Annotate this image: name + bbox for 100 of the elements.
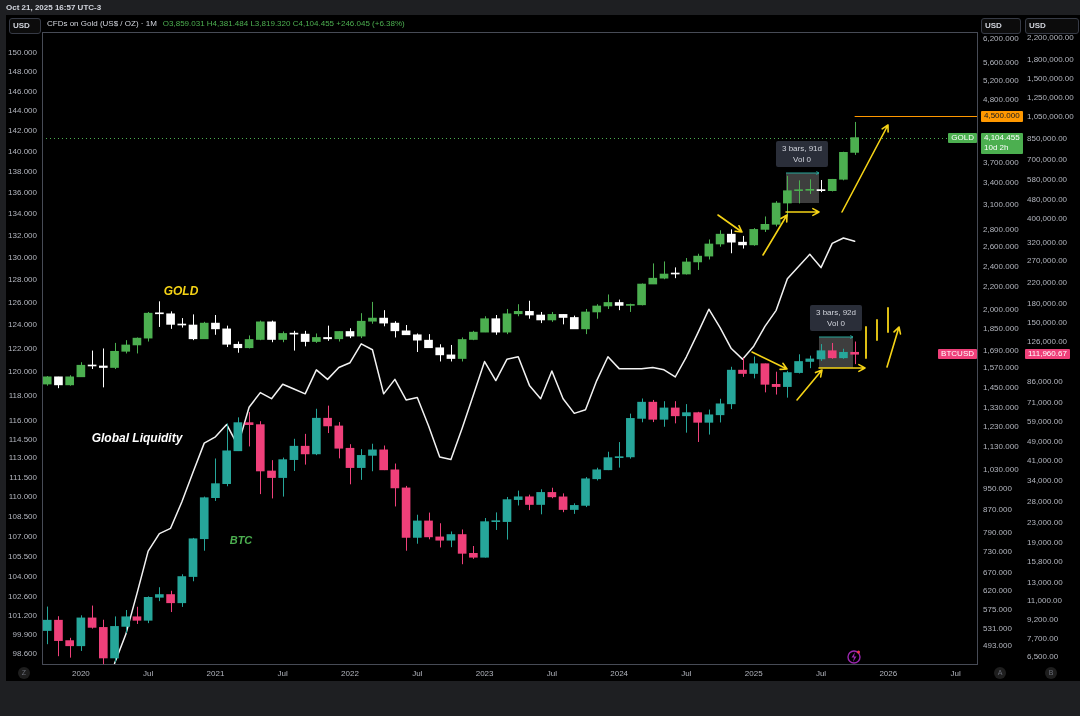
ref-line-label: 4,500.000 [981,110,1023,122]
candlestick [356,312,366,339]
text: O3,859.031 H4,381.484 L3,819.320 C4,104.455 +246.045 (+6.38%) [162,19,405,28]
series-label: GOLD [163,284,199,298]
y-tick-label: 144.000 [8,106,38,116]
candlestick [87,605,97,630]
candlestick [704,409,714,436]
y-tick-label: 6,200.000 [983,33,1020,43]
y-tick-label: 49,000.00 [1027,437,1064,447]
candlestick [188,313,198,341]
candlestick [121,609,131,634]
y-tick-label: 220,000.00 [1027,277,1068,287]
y-tick-label: 1,800,000.00 [1027,54,1075,64]
y-tick-label: 7,700.00 [1027,633,1059,643]
candlestick [155,300,164,328]
y-tick-label: 320,000.00 [1027,237,1068,247]
y-tick-label: 28,000.00 [1027,496,1064,506]
candlestick [42,606,52,645]
candlestick [670,400,680,424]
y-tick-label: 1,690.000 [983,345,1020,355]
candlestick [783,370,792,399]
x-tick-label: Jul [277,669,289,678]
series-label: BTC [229,534,253,546]
x-tick-label: Jul [412,669,423,678]
y-tick-label: 142.000 [8,126,38,136]
y-tick-label: 102.600 [8,591,38,601]
y-tick-label: 620.000 [983,586,1013,596]
y-tick-label: 850,000.00 [1027,134,1068,144]
y-tick-label: 104.000 [8,572,38,582]
candlestick [726,228,736,254]
y-axis-title: USD [9,18,41,34]
y-tick-label: 3,100.000 [983,200,1020,210]
y-tick-label: 1,330.000 [983,403,1020,413]
y-tick-label: 98.600 [12,648,38,658]
candlestick [783,175,792,217]
candlestick [368,301,377,325]
x-tick-label: 2021 [206,669,225,678]
y-tick-label: 105.500 [8,551,38,561]
candlestick [412,514,422,545]
candlestick [771,200,781,227]
y-tick-label: 531.000 [983,623,1013,633]
y-tick-label: 116.000 [8,415,38,425]
y-tick-label: 111.500 [9,472,38,482]
y-tick-label: 180,000.00 [1027,299,1068,309]
y-tick-label: 19,000.00 [1027,537,1064,547]
x-tick-label: 2026 [879,669,898,678]
y-tick-label: 3,700.000 [983,157,1020,167]
y-tick-label: 110.000 [8,491,38,501]
candlestick [738,357,747,378]
y-tick-label: 1,130.000 [983,442,1020,452]
candlestick [558,492,568,513]
y-tick-label: 122.000 [8,343,38,353]
candlestick [379,445,388,471]
candlestick [536,488,545,515]
candlestick [491,314,501,336]
y-tick-label: 150.000 [8,48,38,58]
candlestick [457,336,467,362]
y-tick-label: 114.500 [8,434,38,444]
candlestick [760,363,770,393]
y-tick-label: 5,600.000 [983,58,1020,68]
y-tick-label: 15,800.00 [1027,557,1064,567]
annotation: 3 bars, 91d Vol 0 [775,141,829,167]
y-tick-label: 41,000.00 [1027,456,1064,466]
y-tick-label: 13,000.00 [1027,578,1064,588]
y-tick-label: 34,000.00 [1027,476,1064,486]
y-tick-label: 2,000.000 [983,305,1020,315]
candlestick [424,512,433,540]
y-tick-label: 493.000 [983,641,1013,651]
candlestick [435,522,445,548]
y-tick-label: 1,230.000 [983,422,1020,432]
annotation: 3 bars, 92d Vol 0 [809,305,863,331]
candlestick [278,457,288,498]
text: Oct 21, 2025 16:57 UTC-3 [6,3,102,12]
candlestick [110,342,119,370]
y-tick-label: 1,850.000 [983,324,1020,334]
x-tick-label: 2022 [341,669,360,678]
y-tick-label: 5,200.000 [983,76,1020,86]
y-tick-label: 23,000.00 [1027,517,1064,527]
y-tick-label: 136.000 [8,188,38,198]
y-tick-label: 730.000 [983,547,1013,557]
y-tick-label: 1,570.000 [983,363,1020,373]
candlestick [648,399,658,423]
x-tick-label: 2025 [744,669,764,678]
y-tick-label: 124.000 [8,320,38,330]
candlestick [581,308,590,335]
y-tick-label: 580,000.00 [1027,174,1068,184]
candlestick [659,400,669,428]
y-tick-label: 1,030.000 [983,464,1020,474]
x-tick-label: Jul [681,669,692,678]
candlestick [502,496,512,541]
candlestick [222,325,231,348]
candlestick [98,347,108,388]
y-tick-label: 870.000 [983,505,1013,515]
text: 111,960.67 [1028,349,1067,359]
y-tick-label: 150,000.00 [1027,318,1068,328]
x-tick-label: Jul [143,669,154,678]
y-tick-label: 138.000 [8,167,38,177]
candlestick [771,371,781,396]
candlestick [323,405,332,434]
y-tick-label: 1,500,000.00 [1027,73,1075,83]
